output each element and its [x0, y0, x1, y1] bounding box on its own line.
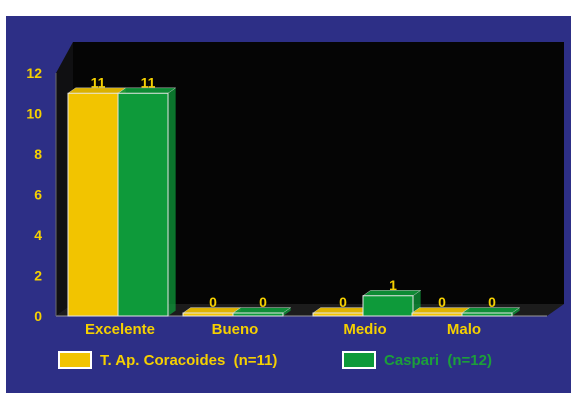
data-label: 0	[438, 294, 446, 310]
data-label: 1	[389, 277, 397, 293]
y-tick-label: 12	[26, 65, 42, 81]
y-tick-label: 8	[34, 146, 42, 162]
plot-back-wall	[73, 42, 564, 304]
bar-side-1	[512, 307, 520, 316]
bar-0	[312, 312, 364, 317]
bar-1	[461, 312, 513, 317]
x-tick-label: Medio	[343, 321, 386, 338]
legend-item-caspari: Caspari (n=12)	[342, 348, 492, 372]
y-tick-label: 2	[34, 268, 42, 284]
y-tick-label: 10	[26, 106, 42, 122]
x-tick-label: Bueno	[212, 321, 259, 338]
data-label: 11	[141, 74, 156, 90]
legend-label-coracoides: T. Ap. Coracoides (n=11)	[100, 351, 278, 369]
data-label: 0	[488, 294, 496, 310]
y-tick-label: 0	[34, 308, 42, 324]
x-tick-label: Excelente	[85, 321, 155, 338]
bar-side-1	[283, 307, 291, 316]
data-label: 11	[91, 74, 106, 90]
chart-frame: 0 2 4 6 8 10 12 Excelente Bueno Medio Malo 11 11 0 0 0 1…	[6, 16, 571, 393]
legend-swatch-coracoides	[58, 351, 92, 369]
bar-1	[232, 312, 284, 317]
bar-side-1	[168, 87, 176, 316]
bar-0	[411, 312, 463, 317]
legend-swatch-caspari	[342, 351, 376, 369]
legend-label-caspari: Caspari (n=12)	[384, 351, 492, 369]
y-tick-label: 4	[34, 227, 42, 243]
bar-0	[182, 312, 234, 317]
data-label: 0	[209, 294, 217, 310]
bar-1	[117, 92, 169, 317]
x-tick-label: Malo	[447, 321, 481, 338]
y-tick-label: 6	[34, 187, 42, 203]
data-label: 0	[259, 294, 267, 310]
bar-0	[67, 92, 119, 317]
bar-1	[362, 295, 414, 317]
legend-item-coracoides: T. Ap. Coracoides (n=11)	[58, 348, 277, 372]
data-label: 0	[339, 294, 347, 310]
